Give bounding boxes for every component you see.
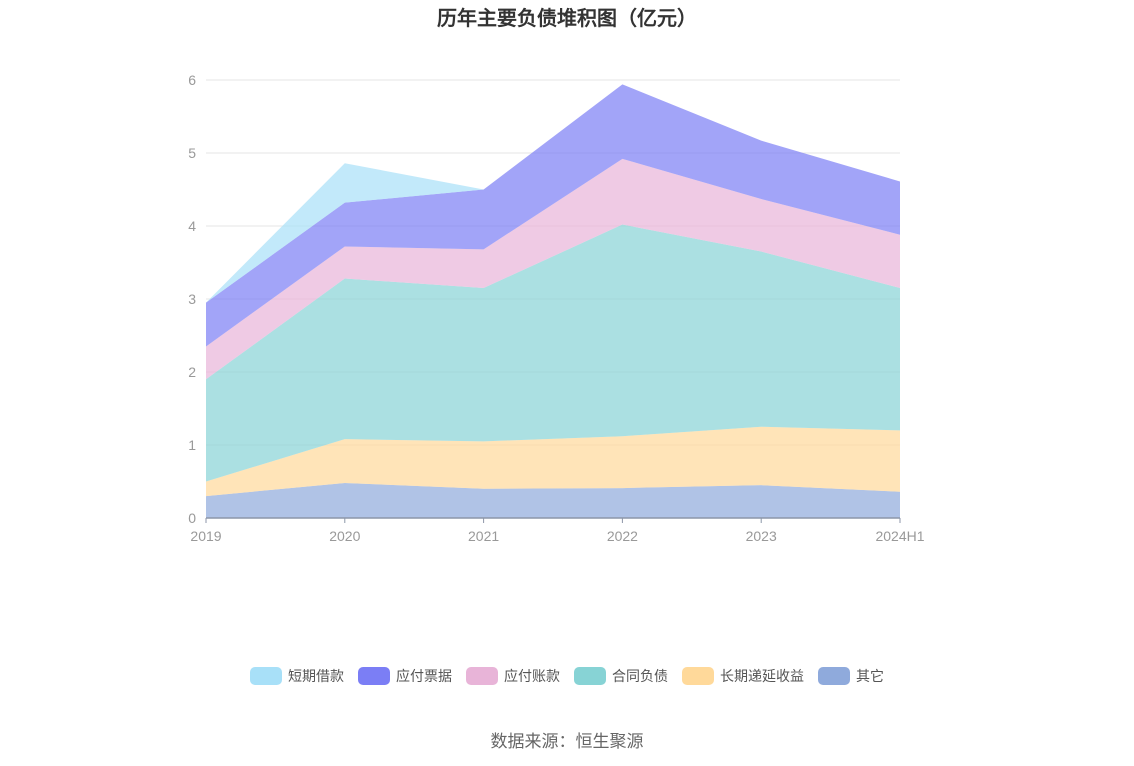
legend-swatch — [682, 667, 714, 685]
legend-item[interactable]: 合同负债 — [574, 667, 668, 685]
x-tick-label: 2023 — [746, 528, 777, 544]
legend-item[interactable]: 其它 — [818, 667, 884, 685]
legend-item[interactable]: 长期递延收益 — [682, 667, 804, 685]
x-tick-label: 2024H1 — [875, 528, 924, 544]
legend-swatch — [250, 667, 282, 685]
legend-swatch — [358, 667, 390, 685]
legend-swatch — [466, 667, 498, 685]
legend-label: 应付账款 — [504, 668, 560, 685]
y-tick-label: 6 — [188, 72, 196, 88]
y-tick-label: 5 — [188, 145, 196, 161]
legend-label: 长期递延收益 — [720, 669, 804, 685]
area-4 — [206, 84, 900, 347]
y-tick-label: 1 — [188, 437, 196, 453]
area-5 — [206, 84, 900, 303]
y-tick-label: 3 — [188, 291, 196, 307]
area-3 — [206, 158, 900, 380]
legend-label: 应付票据 — [396, 668, 452, 685]
area-1 — [206, 426, 900, 497]
legend-label: 其它 — [856, 668, 884, 685]
x-tick-label: 2022 — [607, 528, 638, 544]
legend-swatch — [574, 667, 606, 685]
source-label: 数据来源：恒生聚源 — [491, 732, 644, 752]
area-series — [206, 84, 900, 518]
y-tick-label: 4 — [188, 218, 196, 234]
x-tick-label: 2019 — [190, 528, 221, 544]
y-tick-label: 2 — [188, 364, 196, 380]
chart-title: 历年主要负债堆积图（亿元） — [437, 6, 697, 30]
legend-swatch — [818, 667, 850, 685]
x-tick-label: 2020 — [329, 528, 360, 544]
axes: 0 1 2 3 4 5 6 2019 2020 2021 2022 2023 2024H1 — [188, 72, 925, 544]
legend-item[interactable]: 应付票据 — [358, 667, 452, 685]
y-tick-label: 0 — [188, 510, 196, 526]
legend: 短期借款 应付票据 应付账款 合同负债 长期递延收益 其它 — [250, 667, 884, 685]
legend-item[interactable]: 短期借款 — [250, 667, 344, 685]
area-0 — [206, 482, 900, 518]
legend-item[interactable]: 应付账款 — [466, 667, 560, 685]
legend-label: 合同负债 — [612, 669, 668, 685]
area-2 — [206, 224, 900, 482]
x-tick-label: 2021 — [468, 528, 499, 544]
legend-label: 短期借款 — [288, 669, 344, 685]
